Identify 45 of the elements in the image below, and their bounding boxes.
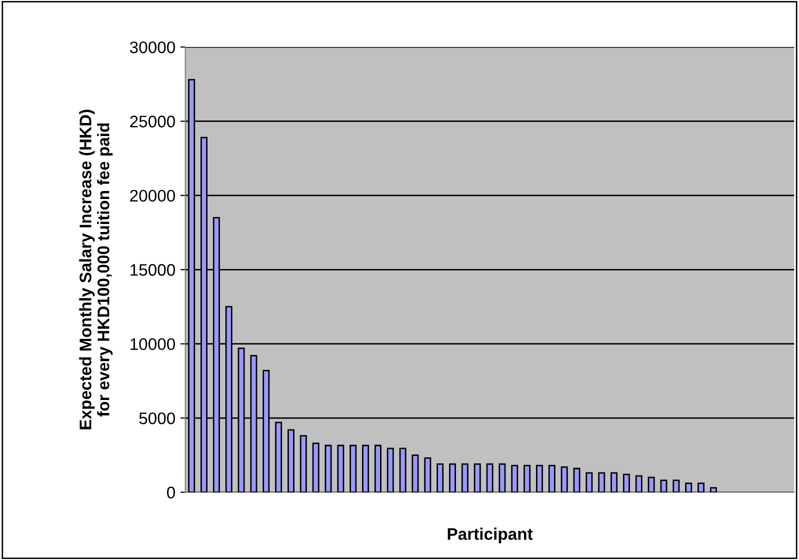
- bar: [586, 472, 593, 492]
- bar: [287, 429, 294, 492]
- y-tick-label: 20000: [130, 190, 175, 202]
- bar: [560, 466, 568, 492]
- bar: [362, 444, 370, 492]
- bar: [474, 463, 481, 492]
- bar: [275, 422, 282, 492]
- bar: [350, 444, 357, 492]
- y-tick-label: 10000: [130, 338, 175, 350]
- bar: [536, 464, 543, 492]
- y-tick-label: 15000: [130, 264, 175, 276]
- y-tick-label: 30000: [130, 41, 175, 54]
- bar: [672, 480, 680, 492]
- bar: [548, 464, 556, 492]
- bar: [598, 472, 606, 492]
- bar: [300, 435, 307, 492]
- y-axis-title: Expected Monthly Salary Increase (HKD) for every HKD100,000 tuition fee paid: [79, 110, 113, 430]
- bar: [449, 463, 456, 492]
- bar: [498, 463, 506, 492]
- bar: [486, 463, 494, 492]
- bar: [635, 475, 642, 492]
- bar: [511, 464, 518, 492]
- bar: [312, 442, 320, 492]
- x-axis-title: Participant: [448, 528, 533, 544]
- bar: [622, 474, 630, 492]
- y-tick-label: 5000: [139, 412, 175, 424]
- bar: [324, 444, 332, 492]
- bar: [648, 476, 655, 492]
- bar: [424, 457, 432, 492]
- bar: [524, 464, 531, 492]
- bar: [573, 468, 580, 492]
- bar: [685, 482, 692, 492]
- y-tick-label: 0: [167, 486, 175, 498]
- bar: [610, 472, 618, 492]
- bar: [412, 454, 419, 492]
- y-tick-label: 25000: [130, 116, 175, 128]
- bar: [386, 448, 394, 492]
- bar: [698, 482, 705, 492]
- bar: [399, 448, 406, 492]
- bar: [374, 444, 382, 492]
- bar: [436, 463, 444, 492]
- bar: [461, 463, 468, 492]
- bar: [710, 487, 717, 492]
- bar: [337, 444, 344, 492]
- bar: [660, 480, 668, 492]
